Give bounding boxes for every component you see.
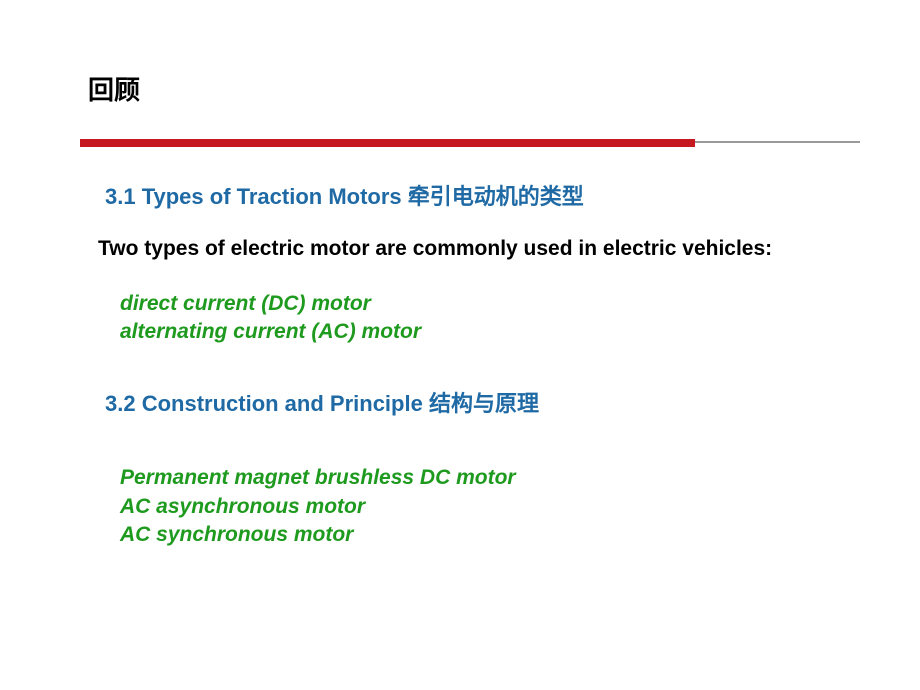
list1-item-1: direct current (DC) motor xyxy=(120,290,860,318)
title-divider xyxy=(80,135,860,149)
section-heading-1: 3.1 Types of Traction Motors 牵引电动机的类型 xyxy=(105,179,860,211)
divider-redbar xyxy=(80,139,695,147)
list1-item-2: alternating current (AC) motor xyxy=(120,318,860,346)
list2-item-2: AC asynchronous motor xyxy=(120,493,860,521)
slide-title: 回顾 xyxy=(88,70,860,107)
list2-item-1: Permanent magnet brushless DC motor xyxy=(120,464,860,492)
slide-container: 回顾 3.1 Types of Traction Motors 牵引电动机的类型… xyxy=(0,0,920,549)
section-heading-2: 3.2 Construction and Principle 结构与原理 xyxy=(105,386,860,418)
spacer xyxy=(80,346,860,386)
spacer xyxy=(80,440,860,464)
lead-paragraph: Two types of electric motor are commonly… xyxy=(98,233,860,266)
list2-item-3: AC synchronous motor xyxy=(120,521,860,549)
